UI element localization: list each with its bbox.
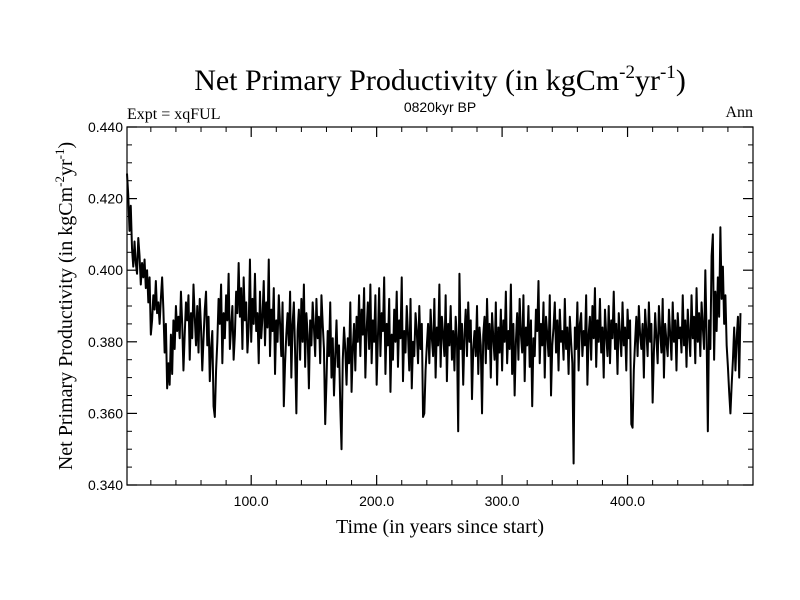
experiment-label: Expt = xqFUL xyxy=(127,106,220,123)
x-tick-label: 400.0 xyxy=(610,493,645,509)
y-tick-label: 0.400 xyxy=(88,262,123,278)
npp-series-line xyxy=(126,173,742,465)
period-label: 0820kyr BP xyxy=(404,99,476,115)
x-tick-label: 200.0 xyxy=(359,493,394,509)
y-axis-title: Net Primary Productivity (in kgCm-2yr-1) xyxy=(52,142,77,470)
y-tick-label: 0.360 xyxy=(88,405,123,421)
minor-ticks xyxy=(127,127,753,485)
y-tick-label: 0.440 xyxy=(88,119,123,135)
x-tick-label: 300.0 xyxy=(485,493,520,509)
chart-title: Net Primary Productivity (in kgCm-2yr-1) xyxy=(194,62,686,97)
plot-frame xyxy=(126,126,754,486)
tick-labels: 100.0 200.0 300.0 400.0 0.340 0.360 0.380 0.400… xyxy=(88,119,645,509)
y-tick-label: 0.380 xyxy=(88,334,123,350)
x-tick-label: 100.0 xyxy=(234,493,269,509)
y-tick-label: 0.340 xyxy=(88,477,123,493)
season-label: Ann xyxy=(725,104,753,121)
y-tick-label: 0.420 xyxy=(88,191,123,207)
x-axis-title: Time (in years since start) xyxy=(336,516,544,538)
